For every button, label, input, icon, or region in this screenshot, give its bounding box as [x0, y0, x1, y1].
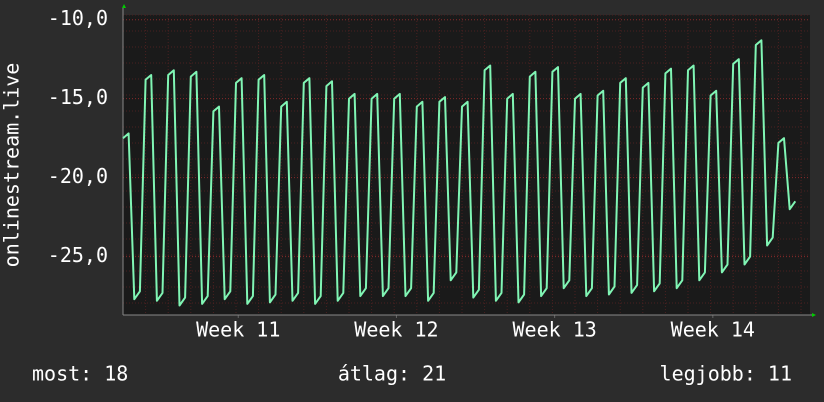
y-tick-label: -25,0 — [48, 243, 108, 267]
data-line — [122, 39, 797, 307]
y-tick-label: -10,0 — [48, 6, 108, 30]
footer-stat: átlag: 21 — [338, 362, 446, 386]
y-tick-label: -15,0 — [48, 85, 108, 109]
x-tick-label: Week 14 — [671, 318, 755, 342]
x-tick-label: Week 11 — [196, 318, 280, 342]
axis-arrow — [122, 4, 126, 8]
x-tick-label: Week 12 — [354, 318, 438, 342]
footer-stat: legjobb: 11 — [660, 362, 792, 386]
y-tick-label: -20,0 — [48, 164, 108, 188]
footer-stat: most: 18 — [32, 362, 128, 386]
x-tick-label: Week 13 — [512, 318, 596, 342]
axis-arrow — [812, 313, 816, 317]
plot-area — [123, 15, 810, 315]
y-axis-label: onlinestream.live — [0, 63, 24, 268]
